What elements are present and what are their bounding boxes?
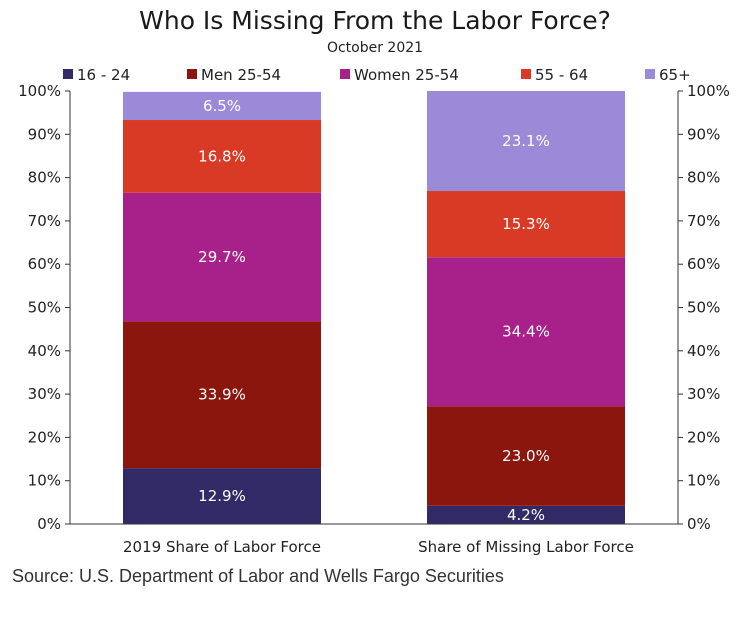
data-label-1-1: 23.0% <box>502 447 550 465</box>
y-tick-label-right-4: 40% <box>687 342 720 360</box>
bar-segment-1-1 <box>427 406 625 506</box>
bar-segment-0-3 <box>123 120 321 193</box>
y-tick-label-left-0: 0% <box>37 515 61 533</box>
legend-swatch-women-25-54 <box>340 69 350 79</box>
x-tick-label-1: Share of Missing Labor Force <box>418 538 634 556</box>
legend-label-65-plus: 65+ <box>659 66 691 84</box>
legend-item-men-25-54: Men 25-54 <box>187 66 281 84</box>
y-tick-label-left-10: 100% <box>18 82 61 100</box>
data-label-0-1: 33.9% <box>198 386 246 404</box>
y-tick-label-left-8: 80% <box>28 169 61 187</box>
data-label-1-2: 34.4% <box>502 323 550 341</box>
legend-label-women-25-54: Women 25-54 <box>354 66 459 84</box>
bar-segment-1-2 <box>427 257 625 407</box>
bar-segment-0-0 <box>123 468 321 524</box>
legend-swatch-men-25-54 <box>187 69 197 79</box>
y-tick-label-right-10: 100% <box>687 82 730 100</box>
y-tick-label-left-1: 10% <box>28 472 61 490</box>
y-tick-label-right-1: 10% <box>687 472 720 490</box>
y-tick-label-right-0: 0% <box>687 515 711 533</box>
data-label-0-0: 12.9% <box>198 487 246 505</box>
chart-source: Source: U.S. Department of Labor and Wel… <box>12 566 504 586</box>
legend-label-men-25-54: Men 25-54 <box>201 66 282 84</box>
y-tick-label-right-8: 80% <box>687 169 720 187</box>
legend-item-women-25-54: Women 25-54 <box>340 66 459 84</box>
legend-swatch-65-plus <box>645 69 655 79</box>
data-label-0-2: 29.7% <box>198 248 246 266</box>
chart-subtitle: October 2021 <box>326 40 424 56</box>
data-label-1-3: 15.3% <box>502 215 550 233</box>
y-tick-label-right-5: 50% <box>687 299 720 317</box>
y-tick-label-left-9: 90% <box>28 125 61 143</box>
legend-item-16-24: 16 - 24 <box>63 66 130 84</box>
y-tick-label-right-9: 90% <box>687 125 720 143</box>
bar-segment-0-2 <box>123 192 321 322</box>
legend-label-55-64: 55 - 64 <box>535 66 589 84</box>
y-tick-label-left-7: 70% <box>28 212 61 230</box>
data-label-1-0: 4.2% <box>507 506 545 524</box>
y-tick-label-right-3: 30% <box>687 385 720 403</box>
y-tick-label-right-2: 20% <box>687 428 720 446</box>
y-tick-label-right-6: 60% <box>687 255 720 273</box>
y-tick-label-left-6: 60% <box>28 255 61 273</box>
bar-segment-1-3 <box>427 191 625 258</box>
x-tick-label-0: 2019 Share of Labor Force <box>123 538 321 556</box>
y-tick-label-left-4: 40% <box>28 342 61 360</box>
y-tick-label-left-5: 50% <box>28 299 61 317</box>
data-label-0-3: 16.8% <box>198 147 246 165</box>
bar-segment-0-4 <box>123 91 321 121</box>
data-label-1-4: 23.1% <box>502 132 550 150</box>
legend-swatch-16-24 <box>63 69 73 79</box>
legend-label-16-24: 16 - 24 <box>77 66 131 84</box>
y-tick-label-left-2: 20% <box>28 428 61 446</box>
y-tick-label-right-7: 70% <box>687 212 720 230</box>
y-tick-label-left-3: 30% <box>28 385 61 403</box>
chart-legend: 16 - 24 Men 25-54 Women 25-54 55 - 64 65… <box>0 66 750 86</box>
bar-segment-1-0 <box>427 505 625 524</box>
legend-swatch-55-64 <box>521 69 531 79</box>
bar-segment-1-4 <box>427 91 625 192</box>
legend-item-65-plus: 65+ <box>645 66 691 84</box>
bar-segment-0-1 <box>123 321 321 469</box>
legend-item-55-64: 55 - 64 <box>521 66 588 84</box>
chart-title: Who Is Missing From the Labor Force? <box>139 6 611 35</box>
data-label-0-4: 6.5% <box>203 97 241 115</box>
